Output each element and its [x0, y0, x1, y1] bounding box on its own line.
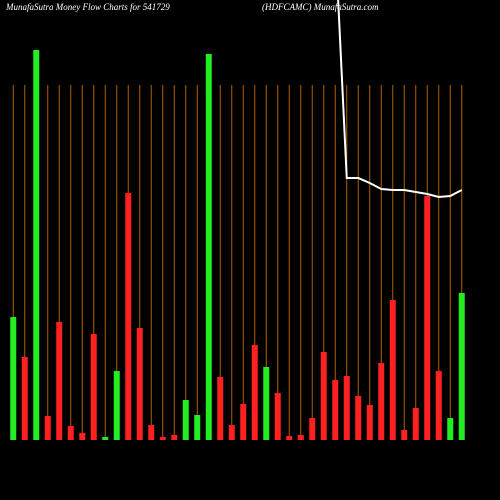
bar — [136, 328, 143, 440]
bar — [21, 357, 28, 440]
chart-subtitle: (HDFCAMC) MunafaSutra.com — [262, 2, 379, 12]
bar — [228, 425, 235, 440]
money-flow-line — [337, 0, 463, 199]
bar — [378, 363, 385, 440]
bar — [447, 418, 454, 440]
bar — [401, 430, 408, 440]
bar — [424, 196, 431, 440]
bar — [217, 377, 224, 440]
bar — [412, 408, 419, 440]
bar — [67, 426, 74, 440]
bar — [148, 425, 155, 440]
bar — [286, 436, 293, 440]
bar — [435, 371, 442, 440]
bar — [297, 435, 304, 440]
bar — [274, 393, 281, 440]
bar — [90, 334, 97, 440]
bar — [366, 405, 373, 440]
bar — [194, 415, 201, 440]
bar — [113, 371, 120, 440]
bar — [320, 352, 327, 440]
bar — [251, 345, 258, 440]
bar — [125, 193, 132, 440]
bar — [263, 367, 270, 440]
bar — [332, 380, 339, 440]
bar — [171, 435, 178, 440]
bar — [159, 437, 166, 440]
bar — [205, 54, 212, 440]
bar — [182, 400, 189, 440]
bar — [343, 376, 350, 440]
bar — [389, 300, 396, 440]
bar — [355, 396, 362, 440]
bar — [56, 322, 63, 440]
bar — [44, 416, 51, 440]
bar — [458, 293, 465, 440]
bar — [309, 418, 316, 440]
bar — [10, 317, 17, 440]
bar — [33, 50, 40, 440]
bar — [240, 404, 247, 440]
bar — [102, 437, 109, 440]
chart-title: MunafaSutra Money Flow Charts for 541729 — [5, 2, 170, 12]
bar — [79, 433, 86, 440]
